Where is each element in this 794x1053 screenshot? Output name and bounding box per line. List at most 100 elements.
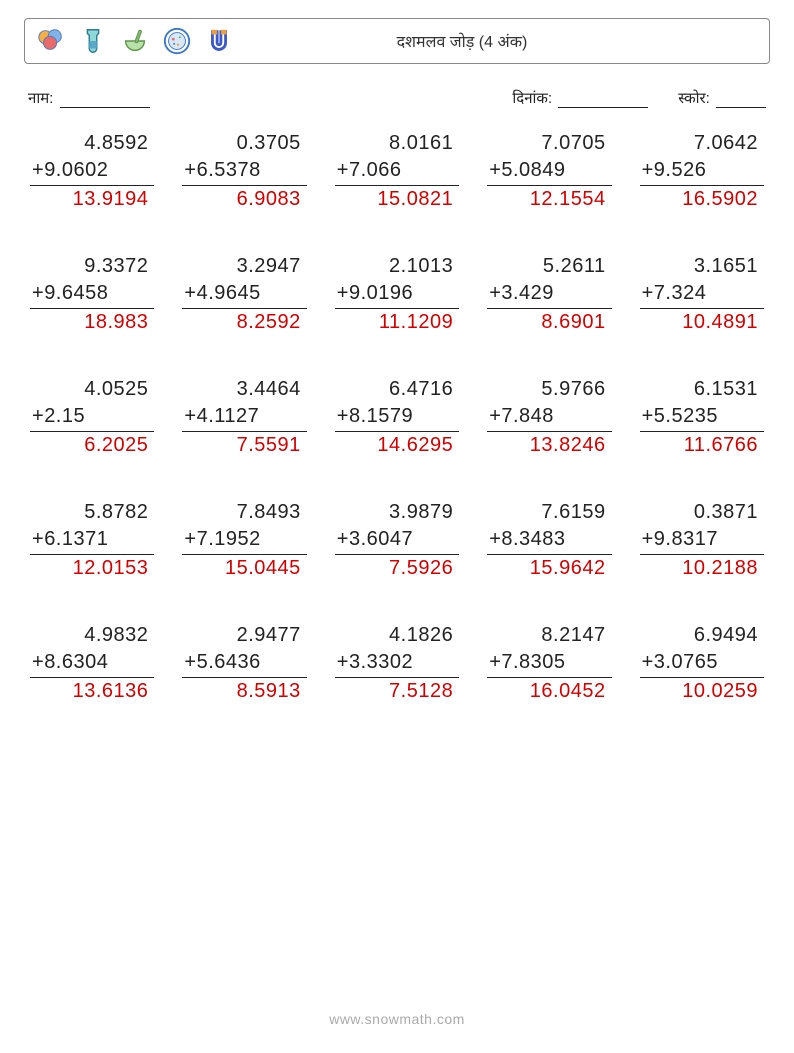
- problem: 4.05252.15 6.2025: [30, 376, 154, 459]
- operand-2: 4.9645: [182, 280, 306, 309]
- date-field: दिनांक:: [512, 88, 648, 108]
- operand-2: 7.066: [335, 157, 459, 186]
- worksheet-title: दशमलव जोड़ (4 अंक): [235, 30, 759, 52]
- problem: 6.94943.076510.0259: [640, 622, 764, 705]
- answer: 10.0259: [640, 678, 764, 705]
- operand-2: 8.3483: [487, 526, 611, 555]
- operand-2: 3.429: [487, 280, 611, 309]
- problem: 2.94775.64368.5913: [182, 622, 306, 705]
- answer: 8.6901: [487, 309, 611, 336]
- problem: 4.85929.060213.9194: [30, 130, 154, 213]
- answer: 11.6766: [640, 432, 764, 459]
- problem: 3.44644.11277.5591: [182, 376, 306, 459]
- answer: 15.0821: [335, 186, 459, 213]
- problem: 8.01617.066 15.0821: [335, 130, 459, 213]
- answer: 12.0153: [30, 555, 154, 582]
- operand-2: 3.3302: [335, 649, 459, 678]
- score-field: स्कोर:: [678, 88, 766, 108]
- operand-1: 0.3871: [640, 499, 764, 526]
- operand-2: 6.1371: [30, 526, 154, 555]
- answer: 6.9083: [182, 186, 306, 213]
- name-blank: [60, 93, 150, 108]
- operand-2: 5.6436: [182, 649, 306, 678]
- header-icons: [35, 25, 235, 57]
- answer: 15.9642: [487, 555, 611, 582]
- worksheet-page: दशमलव जोड़ (4 अंक) नाम: दिनांक: स्कोर: 4…: [0, 0, 794, 1053]
- score-label: स्कोर:: [678, 90, 710, 107]
- score-blank: [716, 93, 766, 108]
- operand-1: 4.8592: [30, 130, 154, 157]
- operand-1: 3.2947: [182, 253, 306, 280]
- problems-grid: 4.85929.060213.9194 0.37056.53786.9083 8.0…: [24, 130, 770, 705]
- answer: 6.2025: [30, 432, 154, 459]
- operand-1: 3.9879: [335, 499, 459, 526]
- operand-2: 2.15: [30, 403, 154, 432]
- problem: 4.98328.630413.6136: [30, 622, 154, 705]
- problem: 6.15315.523511.6766: [640, 376, 764, 459]
- answer: 13.6136: [30, 678, 154, 705]
- operand-1: 5.9766: [487, 376, 611, 403]
- operand-2: 9.6458: [30, 280, 154, 309]
- problem: 4.18263.33027.5128: [335, 622, 459, 705]
- operand-2: 3.0765: [640, 649, 764, 678]
- answer: 7.5926: [335, 555, 459, 582]
- problem: 3.16517.324 10.4891: [640, 253, 764, 336]
- operand-1: 8.2147: [487, 622, 611, 649]
- problem: 0.38719.831710.2188: [640, 499, 764, 582]
- operand-1: 6.4716: [335, 376, 459, 403]
- problem: 7.07055.084912.1554: [487, 130, 611, 213]
- answer: 10.4891: [640, 309, 764, 336]
- operand-2: 5.0849: [487, 157, 611, 186]
- problem: 7.06429.526 16.5902: [640, 130, 764, 213]
- operand-1: 5.8782: [30, 499, 154, 526]
- operand-1: 2.9477: [182, 622, 306, 649]
- problem: 5.97667.848 13.8246: [487, 376, 611, 459]
- answer: 7.5591: [182, 432, 306, 459]
- operand-1: 7.0705: [487, 130, 611, 157]
- name-field: नाम:: [28, 88, 150, 108]
- header: दशमलव जोड़ (4 अंक): [24, 18, 770, 64]
- operand-2: 6.5378: [182, 157, 306, 186]
- operand-1: 4.0525: [30, 376, 154, 403]
- answer: 13.8246: [487, 432, 611, 459]
- problem: 0.37056.53786.9083: [182, 130, 306, 213]
- problem: 7.84937.195215.0445: [182, 499, 306, 582]
- answer: 16.5902: [640, 186, 764, 213]
- operand-2: 9.8317: [640, 526, 764, 555]
- name-label: नाम:: [28, 90, 53, 107]
- operand-1: 7.0642: [640, 130, 764, 157]
- operand-2: 8.1579: [335, 403, 459, 432]
- operand-2: 7.848: [487, 403, 611, 432]
- answer: 15.0445: [182, 555, 306, 582]
- petri-icon: [161, 25, 193, 57]
- operand-1: 7.8493: [182, 499, 306, 526]
- operand-1: 6.9494: [640, 622, 764, 649]
- operand-1: 8.0161: [335, 130, 459, 157]
- answer: 11.1209: [335, 309, 459, 336]
- operand-2: 7.8305: [487, 649, 611, 678]
- answer: 10.2188: [640, 555, 764, 582]
- problem: 2.10139.019611.1209: [335, 253, 459, 336]
- problem: 3.98793.60477.5926: [335, 499, 459, 582]
- operand-2: 7.1952: [182, 526, 306, 555]
- mortar-icon: [119, 25, 151, 57]
- problem: 5.87826.137112.0153: [30, 499, 154, 582]
- operand-1: 3.4464: [182, 376, 306, 403]
- meta-row: नाम: दिनांक: स्कोर:: [28, 88, 766, 108]
- problem: 7.61598.348315.9642: [487, 499, 611, 582]
- operand-2: 9.526: [640, 157, 764, 186]
- footer-url: www.snowmath.com: [0, 1011, 794, 1027]
- operand-1: 9.3372: [30, 253, 154, 280]
- beaker-icon: [77, 25, 109, 57]
- problem: 3.29474.96458.2592: [182, 253, 306, 336]
- answer: 16.0452: [487, 678, 611, 705]
- operand-1: 6.1531: [640, 376, 764, 403]
- operand-1: 4.9832: [30, 622, 154, 649]
- operand-2: 5.5235: [640, 403, 764, 432]
- operand-2: 7.324: [640, 280, 764, 309]
- operand-1: 7.6159: [487, 499, 611, 526]
- answer: 7.5128: [335, 678, 459, 705]
- operand-1: 0.3705: [182, 130, 306, 157]
- operand-1: 5.2611: [487, 253, 611, 280]
- answer: 18.983: [30, 309, 154, 336]
